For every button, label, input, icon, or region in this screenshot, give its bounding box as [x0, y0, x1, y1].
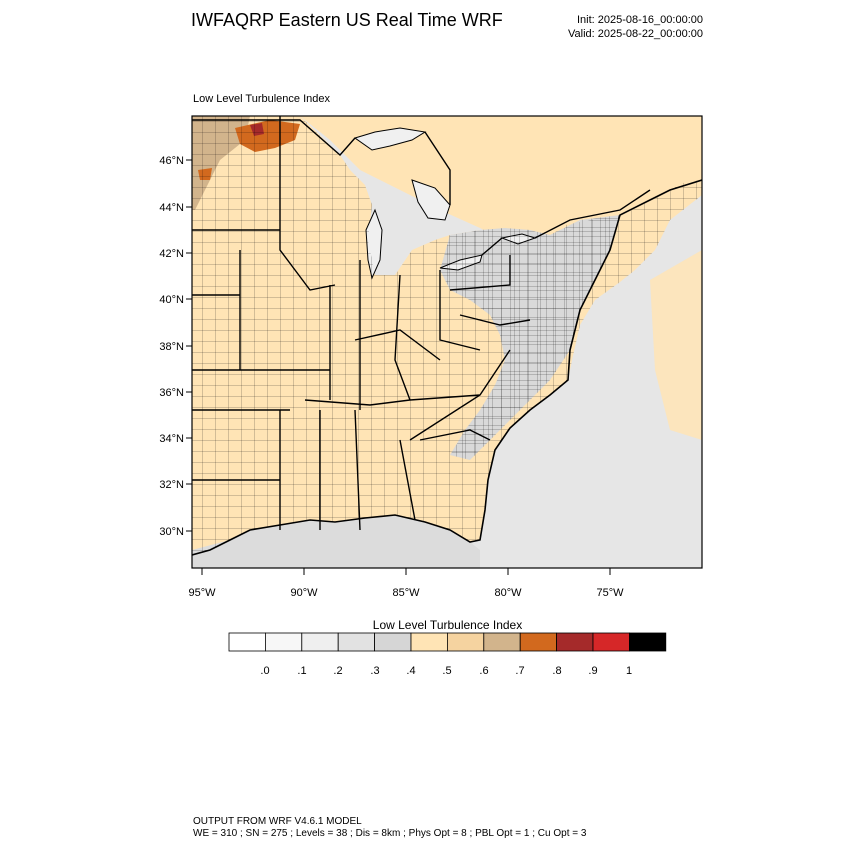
turbulence-map: 46°N 44°N 42°N 40°N 38°N 36°N 34°N 32°N … — [159, 115, 703, 599]
cb-tick-0: .0 — [260, 665, 269, 677]
lat-label-46: 46°N — [159, 155, 184, 167]
international-border — [192, 119, 651, 256]
map-frame — [191, 115, 703, 569]
lon-label-90: 90°W — [290, 587, 318, 599]
cb-tick-6: .6 — [479, 665, 488, 677]
cb-tick-7: .7 — [515, 665, 524, 677]
state-borders — [192, 116, 531, 531]
lake-huron — [411, 179, 451, 221]
county-boundaries-east — [440, 215, 620, 460]
canada-region — [300, 116, 702, 250]
valid-time: Valid: 2025-08-22_00:00:00 — [568, 28, 703, 40]
colorbar-swatch-2 — [301, 632, 339, 652]
lon-axis: 95°W 90°W 85°W 80°W 75°W — [188, 568, 624, 599]
atlantic-tan-area — [650, 250, 702, 440]
colorbar-title: Low Level Turbulence Index — [372, 618, 523, 632]
colorbar: .0 .1 .2 .3 .4 .5 .6 .7 .8 .9 1 — [228, 632, 667, 677]
cb-tick-8: .8 — [552, 665, 561, 677]
cb-tick-2: .2 — [333, 665, 342, 677]
colorbar-swatch-11 — [628, 632, 667, 652]
cb-tick-1: .1 — [297, 665, 306, 677]
colorbar-swatch-9 — [556, 632, 594, 652]
footer-model-line: OUTPUT FROM WRF V4.6.1 MODEL — [193, 816, 362, 827]
colorbar-swatch-3 — [337, 632, 375, 652]
footer-config-line: WE = 310 ; SN = 275 ; Levels = 38 ; Dis … — [193, 828, 587, 839]
lon-label-95: 95°W — [188, 587, 216, 599]
lon-label-75: 75°W — [596, 587, 624, 599]
colorbar-swatch-7 — [483, 632, 521, 652]
lat-label-42: 42°N — [159, 248, 184, 260]
lake-superior — [353, 127, 427, 151]
lat-label-30: 30°N — [159, 526, 184, 538]
lon-label-80: 80°W — [494, 587, 522, 599]
figure-title: IWFAQRP Eastern US Real Time WRF — [191, 10, 503, 30]
lon-label-85: 85°W — [392, 587, 420, 599]
colorbar-swatch-4 — [374, 632, 412, 652]
colorbar-tick-labels: .0 .1 .2 .3 .4 .5 .6 .7 .8 .9 1 — [260, 665, 632, 677]
init-time: Init: 2025-08-16_00:00:00 — [577, 14, 703, 26]
cb-tick-3: .3 — [370, 665, 379, 677]
run-times: Init: 2025-08-16_00:00:00 Valid: 2025-08… — [568, 13, 703, 41]
cb-tick-5: .5 — [442, 665, 451, 677]
colorbar-swatch-8 — [519, 632, 558, 652]
lat-axis: 46°N 44°N 42°N 40°N 38°N 36°N 34°N 32°N … — [159, 155, 192, 538]
lat-label-44: 44°N — [159, 202, 184, 214]
map-subtitle: Low Level Turbulence Index — [193, 93, 330, 105]
lat-label-32: 32°N — [159, 479, 184, 491]
lat-label-38: 38°N — [159, 341, 184, 353]
cb-tick-9: .9 — [588, 665, 597, 677]
colorbar-swatch-6 — [446, 632, 485, 652]
model-footer: OUTPUT FROM WRF V4.6.1 MODEL WE = 310 ; … — [193, 816, 586, 840]
cb-tick-10: 1 — [626, 665, 632, 677]
lat-label-40: 40°N — [159, 294, 184, 306]
colorbar-swatch-5 — [410, 632, 448, 652]
lat-label-36: 36°N — [159, 387, 184, 399]
colorbar-swatch-0 — [228, 632, 266, 652]
colorbar-swatches — [228, 632, 667, 652]
coastline — [192, 179, 702, 556]
cb-tick-4: .4 — [406, 665, 415, 677]
lat-label-34: 34°N — [159, 433, 184, 445]
colorbar-swatch-10 — [592, 632, 630, 652]
colorbar-swatch-1 — [265, 632, 303, 652]
